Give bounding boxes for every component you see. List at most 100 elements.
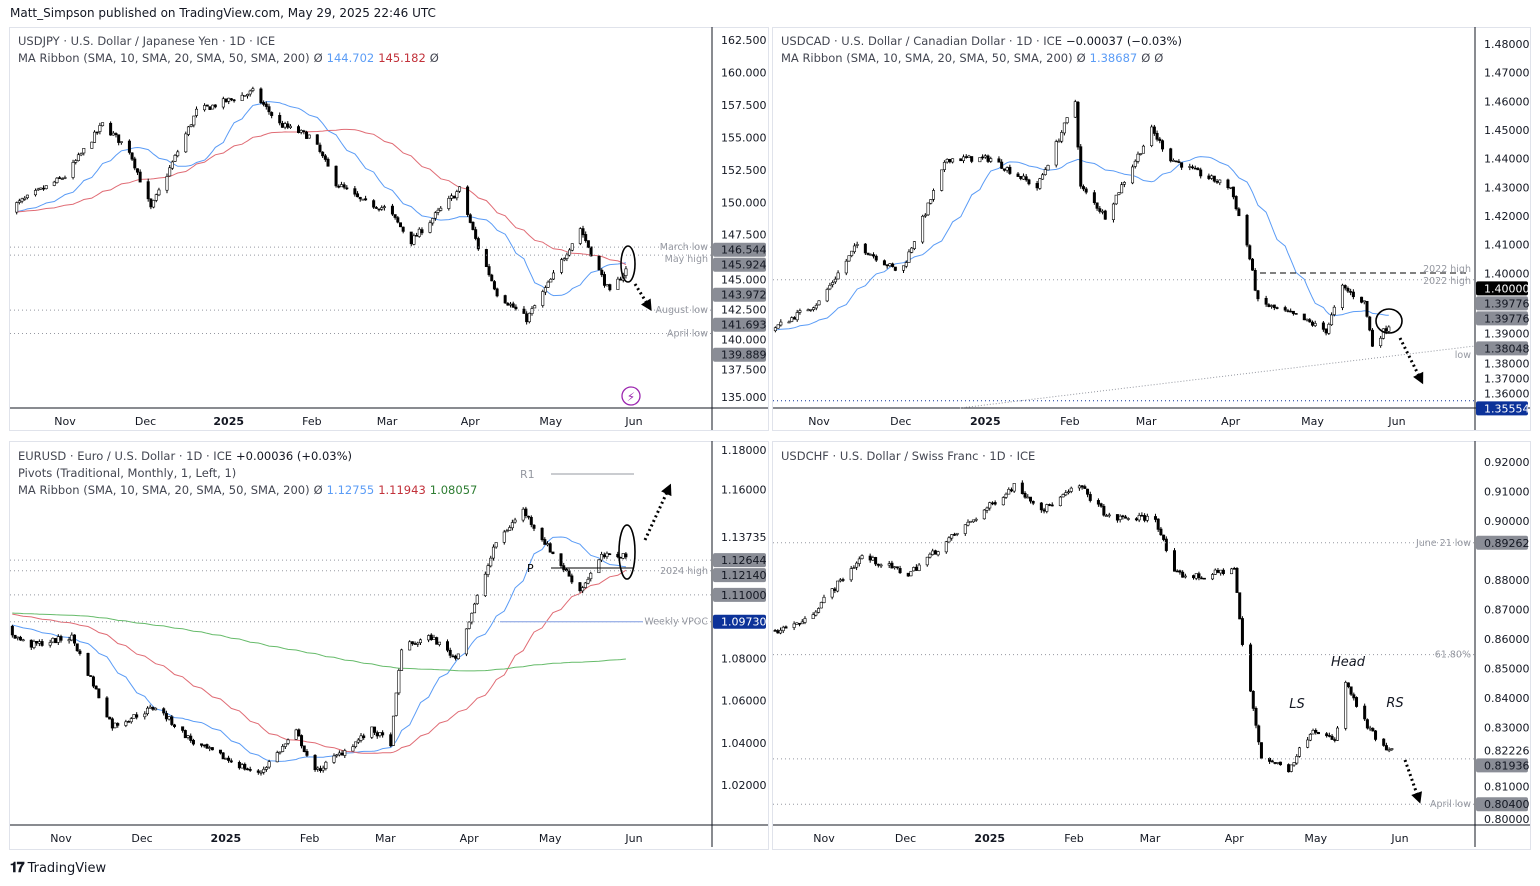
level-label: April low [667,329,708,340]
candle-up [356,739,360,743]
arrow-head-icon [1413,371,1424,385]
candle-up [600,554,604,561]
candle-up [817,300,821,306]
candle-up [838,579,842,582]
price-tick-label: 1.43000 [1484,181,1530,194]
candle-down [1272,304,1276,308]
candle-up [982,509,986,520]
candle-down [390,205,394,215]
candle-up [1327,323,1331,334]
candle-up [925,556,929,566]
candle-down [1031,501,1035,504]
candle-down [1121,515,1125,518]
candle-down [321,151,325,157]
candle-up [1139,153,1143,155]
chart-panel-eurusd[interactable] [9,441,769,850]
candle-down [1088,494,1092,501]
candle-down [398,222,402,228]
candle-down [1273,762,1277,764]
candle-down [866,252,870,255]
price-axis-tag-value: 1.35554 [1484,402,1530,415]
ma-20-line [16,101,626,297]
projection-arrow [643,489,670,541]
candle-down [898,568,902,574]
candle-up [17,200,21,203]
candle-down [1027,179,1031,185]
candle-down [264,103,268,107]
candle-up [1043,169,1047,175]
candle-down [270,112,274,116]
candle-up [917,564,921,572]
candle-down [191,739,195,745]
time-tick-label: Jun [1387,415,1405,428]
candle-up [259,771,263,774]
symbol-title[interactable]: USDCAD · U.S. Dollar / Canadian Dollar ·… [781,34,1062,48]
candle-up [527,312,531,323]
candle-down [1191,166,1195,169]
candle-down [874,255,878,261]
candle-down [1081,186,1085,190]
candle-down [1080,485,1084,488]
price-axis-tag-value: 1.38048 [1484,342,1530,355]
candle-up [132,714,136,719]
price-tick-label: 0.81000 [1484,781,1530,794]
indicator-row[interactable]: Pivots (Traditional, Monthly, 1, Left, 1… [18,465,485,482]
highlight-ellipse [620,245,636,283]
candle-down [1002,168,1006,171]
candle-down [109,122,113,136]
candle-down [1048,504,1052,506]
candle-up [339,184,343,188]
candle-up [505,530,509,533]
chart-panel-usdcad[interactable] [772,27,1531,431]
candle-up [483,573,487,596]
candle-up [586,579,590,584]
ma-50-line [12,569,627,754]
candle-up [240,764,244,769]
candle-down [1124,516,1128,519]
candle-up [98,125,102,132]
level-label: Weekly VPOC [644,617,708,628]
indicator-row[interactable]: MA Ribbon (SMA, 10, SMA, 20, SMA, 50, SM… [18,482,485,499]
indicator-row[interactable]: MA Ribbon (SMA, 10, SMA, 20, SMA, 50, SM… [18,50,447,67]
candle-up [1136,153,1140,162]
time-tick-label: Jun [1390,832,1408,845]
candle-down [1267,304,1271,307]
symbol-title[interactable]: USDCHF · U.S. Dollar / Swiss Franc · 1D … [781,449,1036,463]
candle-up [1038,178,1042,189]
symbol-title[interactable]: EURUSD · Euro / U.S. Dollar · 1D · ICE [18,449,232,463]
symbol-title[interactable]: USDJPY · U.S. Dollar / Japanese Yen · 1D… [18,34,276,48]
chart-panel-usdchf[interactable] [772,441,1531,850]
candle-up [351,746,355,752]
candle-down [374,207,378,209]
chart-panel-usdjpy[interactable] [9,27,769,431]
footer-brand[interactable]: 𝟏𝟕 TradingView [10,860,106,876]
candle-down [313,754,317,771]
indicator-row[interactable]: MA Ribbon (SMA, 10, SMA, 20, SMA, 50, SM… [781,50,1186,67]
time-tick-label: Nov [54,415,76,428]
price-tick-label: 1.38000 [1484,357,1530,370]
candle-down [267,106,271,113]
candle-up [819,602,823,609]
event-lightning-icon[interactable] [621,386,641,406]
candle-down [584,234,588,242]
time-tick-label: Jun [624,832,642,845]
candle-up [967,155,971,159]
candle-up [795,622,799,625]
price-axis-tag [713,347,766,362]
candle-down [1251,258,1255,271]
candle-down [1235,567,1239,593]
candle-up [208,747,212,749]
candle-up [1213,569,1217,575]
candle-down [1161,140,1165,150]
candle-up [792,623,796,628]
candle-down [581,228,585,236]
candle-up [811,614,815,620]
candle-up [321,767,325,771]
candle-down [1177,161,1181,163]
time-tick-label: May [539,415,562,428]
change-value: +0.00036 (+0.03%) [236,449,352,463]
candle-up [1126,518,1130,520]
candle-up [1332,306,1336,315]
candle-up [473,603,477,614]
